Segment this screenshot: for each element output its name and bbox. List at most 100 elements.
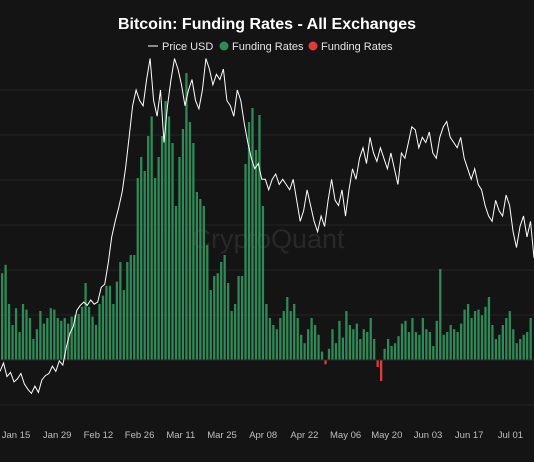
x-tick-label: Apr 08 — [249, 430, 277, 441]
funding-bar — [442, 334, 445, 360]
funding-bar — [49, 308, 52, 360]
legend-funding-negative-label: Funding Rates — [321, 41, 393, 53]
funding-bar — [220, 262, 223, 360]
funding-bar — [529, 318, 532, 360]
funding-bar — [373, 339, 376, 360]
x-tick-label: May 06 — [330, 430, 361, 441]
funding-bar — [247, 122, 251, 360]
funding-bar — [157, 157, 160, 360]
funding-bar — [505, 318, 508, 360]
x-tick-label: Feb 26 — [125, 430, 155, 441]
funding-bar — [275, 329, 278, 360]
funding-bar — [240, 276, 244, 360]
funding-bar — [74, 315, 77, 360]
funding-bar — [181, 129, 185, 360]
funding-bar — [70, 316, 73, 360]
funding-bar — [223, 255, 226, 360]
funding-bar — [362, 329, 365, 360]
funding-bar — [300, 334, 303, 360]
funding-bar — [94, 325, 98, 360]
funding-bar — [140, 157, 143, 360]
x-tick-label: May 20 — [371, 430, 402, 441]
funding-bar — [153, 178, 157, 360]
funding-bar — [171, 143, 174, 360]
funding-bar — [258, 115, 261, 360]
funding-bar — [147, 136, 150, 360]
funding-bar — [268, 318, 272, 360]
funding-bar — [435, 320, 438, 360]
funding-bar — [98, 304, 101, 360]
funding-bar — [21, 304, 25, 360]
funding-bar — [282, 311, 285, 360]
funding-bar — [487, 297, 491, 360]
funding-bar — [192, 143, 195, 360]
funding-bar — [390, 346, 393, 360]
funding-bar — [77, 313, 80, 360]
funding-bar — [112, 304, 115, 360]
funding-bar — [453, 329, 456, 360]
funding-bar — [202, 206, 205, 360]
funding-bar — [320, 351, 324, 360]
funding-bar — [327, 348, 331, 360]
funding-bar — [459, 323, 463, 360]
funding-bar — [1, 273, 4, 360]
funding-bar — [178, 157, 181, 360]
funding-bar — [296, 318, 299, 360]
funding-bar — [491, 325, 494, 360]
watermark: CryptoQuant — [191, 224, 345, 254]
funding-bar — [418, 334, 421, 360]
funding-bar — [425, 329, 428, 360]
price-series — [0, 58, 534, 395]
funding-bar — [522, 334, 525, 360]
funding-bar — [512, 329, 515, 360]
x-tick-label: Jun 17 — [455, 430, 484, 441]
funding-bar — [466, 304, 470, 360]
funding-bar — [397, 336, 400, 360]
funding-bar — [195, 192, 198, 360]
funding-bar — [526, 332, 529, 360]
funding-bar — [213, 276, 216, 360]
funding-bar — [376, 360, 379, 367]
funding-bar — [32, 339, 35, 360]
funding-bar — [272, 325, 275, 360]
funding-bar — [14, 308, 18, 360]
funding-bar — [317, 334, 320, 360]
funding-bar — [60, 320, 63, 360]
x-axis-ticks: Jan 15 Jan 29 Feb 12 Feb 26 Mar 11 Mar 25 Apr … — [2, 430, 523, 441]
funding-bar — [383, 348, 386, 360]
funding-bar — [473, 311, 477, 360]
funding-bar — [338, 320, 341, 360]
legend-price-label: Price USD — [162, 41, 213, 53]
funding-bars — [1, 73, 532, 381]
funding-bar — [341, 337, 345, 360]
funding-bar — [366, 332, 369, 360]
funding-bar — [324, 360, 327, 365]
funding-bar — [463, 309, 466, 360]
chart-title: Bitcoin: Funding Rates - All Exchanges — [118, 16, 416, 33]
funding-bar — [446, 332, 449, 360]
funding-bar — [28, 318, 32, 360]
funding-bar — [136, 178, 139, 360]
x-tick-label: Jun 03 — [414, 430, 443, 441]
funding-bar — [306, 329, 310, 360]
funding-bar — [11, 325, 14, 360]
chart-legend: Price USD Funding Rates Funding Rates — [148, 41, 393, 53]
funding-bar — [164, 101, 167, 360]
funding-bar — [334, 343, 338, 360]
funding-bar — [18, 332, 21, 360]
funding-bar — [498, 334, 501, 360]
funding-bar — [42, 323, 46, 360]
funding-bar — [456, 332, 459, 360]
funding-bar — [56, 318, 59, 360]
funding-bar — [519, 339, 522, 360]
funding-bar — [380, 360, 383, 381]
funding-bar — [477, 309, 480, 360]
funding-bar — [133, 255, 136, 360]
funding-bar — [470, 318, 473, 360]
funding-bar — [188, 122, 192, 360]
funding-bar — [501, 325, 504, 360]
funding-bar — [404, 320, 407, 360]
funding-bar — [293, 304, 296, 360]
